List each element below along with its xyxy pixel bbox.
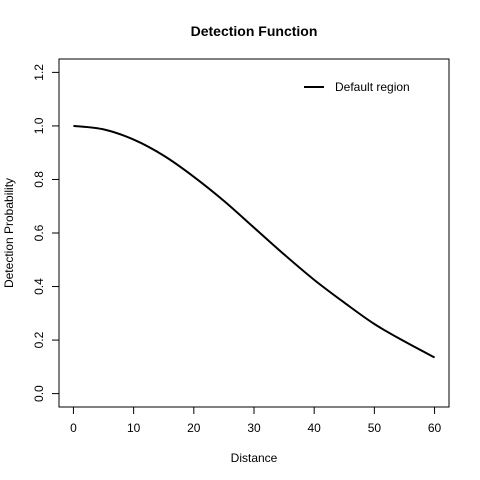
x-tick-label: 20: [187, 421, 201, 435]
y-tick-label: 0.8: [32, 171, 46, 188]
y-tick-label: 0.4: [32, 278, 46, 295]
chart-title: Detection Function: [191, 23, 318, 39]
y-tick-label: 0.6: [32, 224, 46, 241]
x-tick-label: 50: [368, 421, 382, 435]
x-axis-label: Distance: [231, 451, 278, 465]
x-axis: 0 10 20 30 40 50 60: [70, 406, 442, 435]
series-line-default-region: [73, 124, 436, 359]
y-tick-label: 1.0: [32, 117, 46, 134]
legend-entry-default-region: Default region: [335, 80, 410, 94]
x-tick-label: 40: [308, 421, 322, 435]
x-tick-label: 0: [70, 421, 77, 435]
y-axis: 0.0 0.2 0.4 0.6 0.8 1.0 1.2: [32, 64, 60, 402]
x-tick-label: 30: [247, 421, 261, 435]
y-tick-label: 1.2: [32, 64, 46, 81]
y-tick-label: 0.0: [32, 385, 46, 402]
legend: Default region: [304, 80, 410, 94]
x-tick-label: 60: [428, 421, 442, 435]
y-tick-label: 0.2: [32, 331, 46, 348]
x-tick-label: 10: [127, 421, 141, 435]
y-axis-label: Detection Probability: [2, 178, 16, 288]
